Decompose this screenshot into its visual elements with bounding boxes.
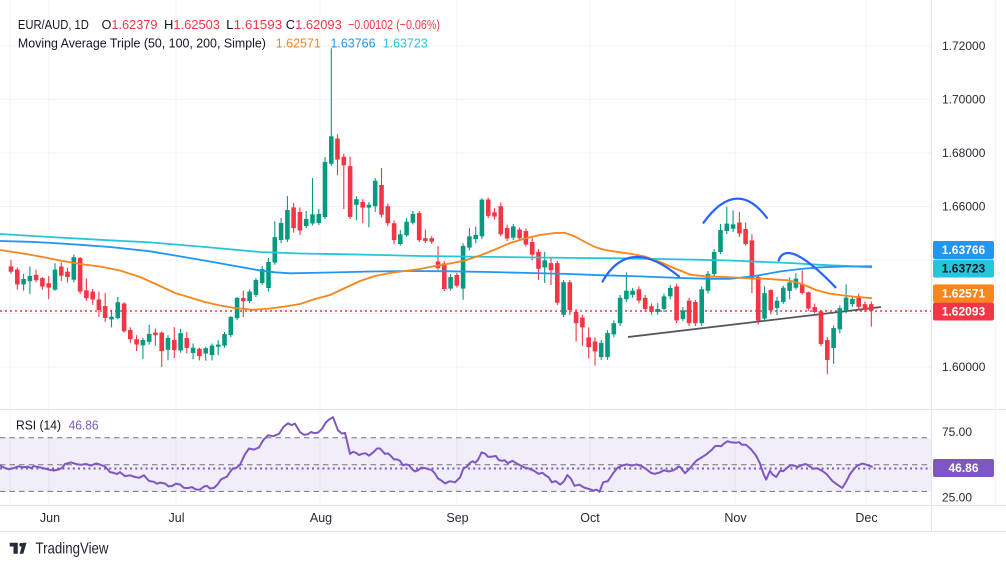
svg-text:Moving Average Triple (50, 100: Moving Average Triple (50, 100, 200, Sim… [18, 36, 266, 51]
svg-text:1.62093: 1.62093 [942, 305, 986, 319]
svg-text:Dec: Dec [855, 511, 877, 525]
svg-text:C1.62093: C1.62093 [286, 17, 342, 32]
svg-text:1.70000: 1.70000 [942, 93, 986, 107]
svg-text:Oct: Oct [580, 511, 600, 525]
svg-text:Sep: Sep [446, 511, 468, 525]
svg-text:1.72000: 1.72000 [942, 39, 986, 53]
svg-text:46.86: 46.86 [69, 418, 99, 433]
svg-text:TradingView: TradingView [36, 541, 109, 558]
svg-text:1.63723: 1.63723 [942, 262, 986, 276]
svg-text:1.63723: 1.63723 [383, 36, 428, 51]
svg-text:46.86: 46.86 [948, 461, 978, 475]
svg-text:1.63766: 1.63766 [331, 36, 376, 51]
svg-text:Aug: Aug [310, 511, 332, 525]
svg-text:75.00: 75.00 [942, 425, 972, 439]
svg-text:Nov: Nov [724, 511, 747, 525]
svg-text:1.66000: 1.66000 [942, 200, 986, 214]
svg-text:1.63766: 1.63766 [942, 243, 986, 257]
svg-text:O1.62379: O1.62379 [102, 17, 158, 32]
svg-text:25.00: 25.00 [942, 491, 972, 505]
svg-text:−0.00102 (−0.06%): −0.00102 (−0.06%) [348, 17, 440, 32]
svg-text:1.62571: 1.62571 [942, 287, 986, 301]
svg-text:Jul: Jul [169, 511, 185, 525]
svg-text:L1.61593: L1.61593 [226, 17, 282, 32]
svg-text:1.68000: 1.68000 [942, 146, 986, 160]
svg-text:EUR/AUD, 1D: EUR/AUD, 1D [18, 17, 89, 32]
svg-text:RSI (14): RSI (14) [16, 418, 61, 433]
svg-text:1.60000: 1.60000 [942, 360, 986, 374]
svg-text:1.62571: 1.62571 [276, 36, 321, 51]
svg-text:Jun: Jun [40, 511, 60, 525]
svg-text:H1.62503: H1.62503 [164, 17, 220, 32]
